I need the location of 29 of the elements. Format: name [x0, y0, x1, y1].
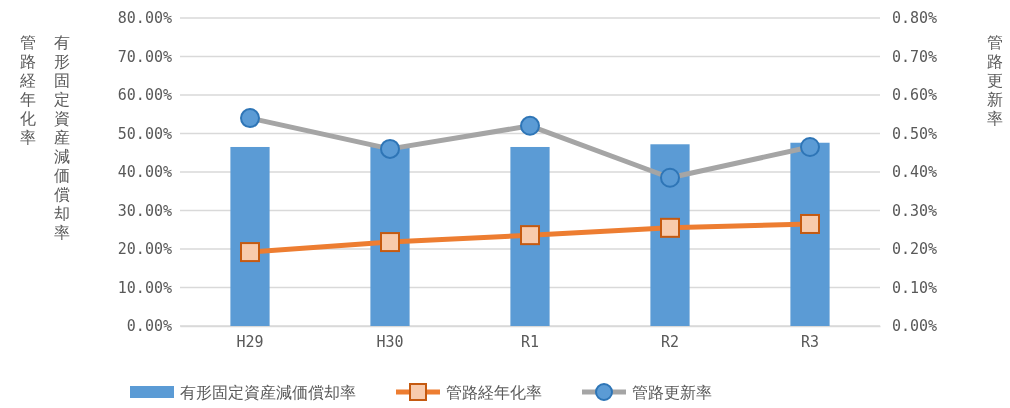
y2-tick-label: 0.80% — [892, 9, 938, 28]
y-tick-label: 10.00% — [117, 278, 172, 297]
y-tick-label: 70.00% — [117, 47, 172, 66]
y2-tick-label: 0.50% — [892, 124, 938, 143]
y-tick-label: 0.00% — [126, 317, 172, 336]
x-tick-label: R3 — [800, 332, 820, 351]
text: 有形固定資産減価償却率 — [54, 33, 70, 242]
legend-label: 有形固定資産減価償却率 — [180, 383, 356, 402]
legend-label: 管路経年化率 — [446, 383, 542, 402]
text: 管路経年化率 — [19, 33, 36, 147]
legend-label: 管路更新率 — [632, 383, 712, 402]
y-tick-label: 80.00% — [117, 9, 172, 28]
y-tick-label: 60.00% — [117, 86, 172, 105]
y-tick-label: 40.00% — [117, 163, 172, 182]
y2-tick-label: 0.10% — [892, 278, 938, 297]
y2-tick-label: 0.60% — [892, 86, 938, 105]
y2-tick-label: 0.70% — [892, 47, 938, 66]
y2-axis-title: 管路更新率 — [987, 33, 1003, 128]
x-tick-label: H30 — [376, 332, 404, 351]
x-tick-label: H29 — [236, 332, 264, 351]
y-tick-label: 50.00% — [117, 124, 172, 143]
x-tick-label: R2 — [660, 332, 680, 351]
y-tick-label: 20.00% — [117, 240, 172, 259]
y2-tick-label: 0.20% — [892, 240, 938, 259]
y-tick-label: 30.00% — [117, 201, 172, 220]
x-tick-label: R1 — [520, 332, 540, 351]
y2-tick-label: 0.40% — [892, 163, 938, 182]
y2-tick-label: 0.30% — [892, 201, 938, 220]
y2-tick-label: 0.00% — [892, 317, 938, 336]
